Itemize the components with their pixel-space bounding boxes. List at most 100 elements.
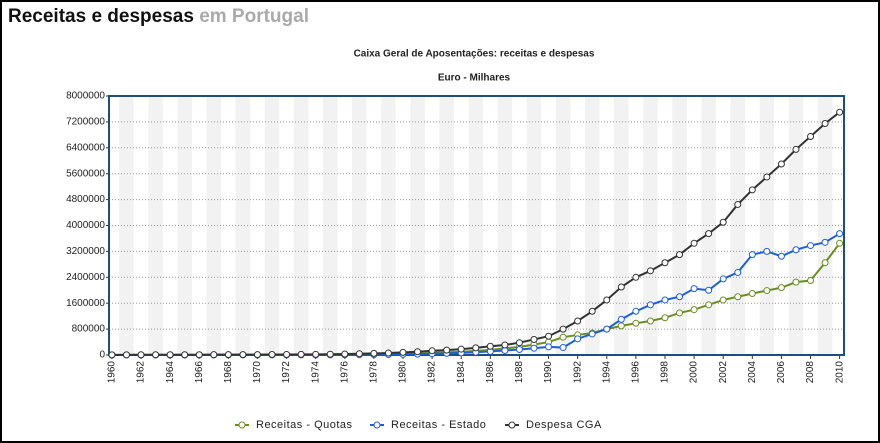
data-point	[545, 343, 553, 351]
y-tick-label: 5600000	[66, 168, 105, 179]
x-tick-label: 2002	[718, 361, 729, 384]
stripe	[643, 96, 658, 355]
data-point	[603, 325, 611, 333]
x-tick-label: 1970	[252, 361, 263, 384]
data-point	[676, 309, 684, 317]
x-tick-label: 2008	[805, 361, 816, 384]
data-point	[283, 350, 291, 358]
data-point	[559, 325, 567, 333]
data-point	[617, 315, 625, 323]
x-tick-label: 1974	[310, 361, 321, 384]
data-point	[777, 160, 785, 168]
data-point	[617, 322, 625, 330]
x-tick-label: 2010	[834, 361, 845, 384]
stripe	[730, 96, 746, 355]
data-point	[384, 349, 392, 357]
data-point	[661, 296, 669, 304]
legend-item: Despesa CGA	[505, 419, 602, 431]
data-point	[807, 277, 815, 285]
stripe	[788, 96, 804, 355]
data-point	[646, 267, 654, 275]
data-point	[152, 351, 160, 359]
data-point	[676, 251, 684, 259]
data-point	[748, 251, 756, 259]
data-point	[836, 239, 844, 247]
x-tick-label: 1996	[631, 361, 642, 384]
data-point	[239, 351, 247, 359]
data-point	[763, 287, 771, 295]
data-point	[690, 239, 698, 247]
data-point	[108, 351, 116, 359]
stripe	[526, 96, 542, 355]
data-point	[443, 346, 451, 354]
legend-label: Receitas - Estado	[391, 419, 486, 431]
data-point	[646, 317, 654, 325]
data-point	[719, 296, 727, 304]
x-tick-label: 1976	[339, 361, 350, 384]
legend-marker	[238, 421, 246, 429]
stripe	[235, 96, 251, 355]
data-point	[676, 293, 684, 301]
data-point	[326, 350, 334, 358]
stripe	[352, 96, 367, 355]
data-point	[545, 332, 553, 340]
data-point	[777, 252, 785, 260]
data-point	[617, 283, 625, 291]
data-point	[312, 350, 320, 358]
stripe	[264, 96, 280, 355]
data-point	[807, 242, 815, 250]
data-point	[501, 341, 509, 349]
data-point	[646, 301, 654, 309]
data-point	[530, 335, 538, 343]
header-title: Receitas e despesas	[8, 6, 194, 27]
data-point	[748, 289, 756, 297]
stripe	[555, 96, 571, 355]
data-point	[763, 247, 771, 255]
stripe	[497, 96, 513, 355]
data-point	[530, 344, 538, 352]
chart-title: Caixa Geral de Aposentações: receitas e …	[354, 49, 595, 60]
data-point	[574, 335, 582, 343]
y-tick-label: 2400000	[66, 272, 105, 283]
y-tick-label: 4800000	[66, 194, 105, 205]
data-point	[705, 301, 713, 309]
y-tick-label: 3200000	[66, 246, 105, 257]
data-point	[355, 350, 363, 358]
legend-label: Despesa CGA	[526, 419, 602, 431]
x-tick-label: 1972	[281, 361, 292, 384]
x-tick-label: 1980	[398, 361, 409, 384]
y-tick-label: 7200000	[66, 117, 105, 128]
data-point	[807, 132, 815, 140]
data-point	[632, 307, 640, 315]
x-tick-label: 1978	[369, 361, 380, 384]
data-point	[836, 230, 844, 238]
data-point	[734, 200, 742, 208]
x-tick-label: 1998	[660, 361, 671, 384]
y-tick-label: 0	[99, 350, 105, 361]
data-point	[821, 259, 829, 267]
legend-item: Receitas - Quotas	[235, 419, 352, 431]
data-point	[428, 347, 436, 355]
legend-item: Receitas - Estado	[370, 419, 486, 431]
y-tick-label: 4000000	[66, 220, 105, 231]
x-tick-label: 1984	[456, 361, 467, 384]
x-tick-label: 1992	[572, 361, 583, 384]
stripe	[322, 96, 338, 355]
header-suffix: em Portugal	[199, 6, 309, 27]
x-tick-label: 1964	[165, 361, 176, 384]
data-point	[268, 351, 276, 359]
data-point	[224, 351, 232, 359]
x-tick-label: 1986	[485, 361, 496, 384]
x-tick-label: 1994	[601, 361, 612, 384]
data-point	[748, 186, 756, 194]
stripe	[119, 96, 134, 355]
x-tick-label: 1962	[136, 361, 147, 384]
data-point	[632, 273, 640, 281]
data-point	[719, 275, 727, 283]
data-point	[603, 296, 611, 304]
y-tick-label: 1600000	[66, 298, 105, 309]
x-tick-label: 1960	[107, 361, 118, 384]
stripe	[148, 96, 163, 355]
